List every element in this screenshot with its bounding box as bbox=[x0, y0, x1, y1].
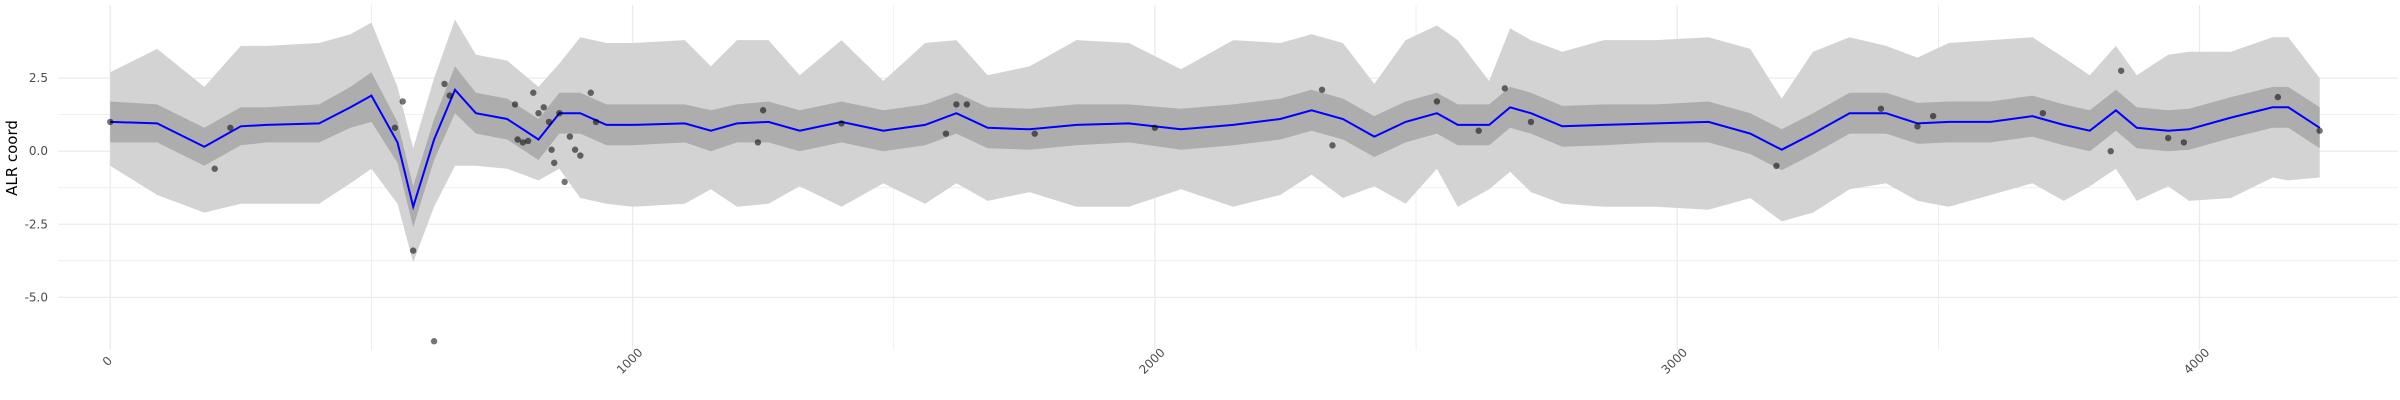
data-point bbox=[2274, 93, 2282, 101]
data-point bbox=[2107, 147, 2114, 155]
data-point bbox=[2164, 134, 2172, 142]
data-point bbox=[1877, 105, 1885, 112]
data-point bbox=[551, 159, 558, 167]
data-point bbox=[1914, 123, 1921, 130]
data-point bbox=[514, 136, 521, 143]
data-point bbox=[1031, 130, 1038, 137]
data-point bbox=[540, 104, 547, 111]
inner-credible-band bbox=[110, 66, 2320, 228]
data-point bbox=[399, 98, 406, 105]
data-point bbox=[1151, 124, 1159, 131]
data-point bbox=[963, 101, 971, 108]
data-point bbox=[1501, 85, 1509, 92]
data-point bbox=[838, 120, 845, 127]
data-point bbox=[1433, 98, 1441, 105]
data-point bbox=[441, 80, 448, 88]
data-point bbox=[535, 109, 542, 117]
data-point bbox=[577, 152, 584, 159]
data-point bbox=[524, 137, 532, 145]
data-point bbox=[545, 118, 553, 126]
x-tick-label: 3000 bbox=[1659, 345, 1690, 376]
data-point bbox=[754, 139, 762, 146]
data-point bbox=[391, 124, 399, 131]
observed-points bbox=[107, 67, 2323, 345]
data-point bbox=[561, 178, 568, 186]
data-point bbox=[571, 146, 579, 153]
data-point bbox=[1773, 162, 1780, 170]
data-point bbox=[587, 89, 594, 96]
data-point bbox=[942, 130, 950, 137]
x-tick-label: 4000 bbox=[2181, 345, 2212, 376]
data-point bbox=[2117, 67, 2125, 74]
x-tick-label: 1000 bbox=[614, 345, 645, 376]
y-tick-label: -5.0 bbox=[25, 290, 48, 304]
data-point bbox=[1527, 118, 1535, 126]
data-point bbox=[759, 107, 767, 114]
data-point bbox=[530, 89, 537, 96]
y-tick-label: 2.5 bbox=[29, 71, 48, 85]
data-point bbox=[446, 92, 453, 99]
data-point bbox=[107, 118, 114, 126]
data-point bbox=[2180, 139, 2188, 146]
data-point bbox=[211, 165, 218, 172]
x-tick-label: 2000 bbox=[1136, 345, 1167, 376]
y-tick-label: -2.5 bbox=[25, 217, 48, 231]
data-point bbox=[2316, 127, 2323, 134]
x-tick-label: 0 bbox=[100, 354, 115, 369]
mean-line bbox=[110, 87, 2321, 211]
x-tick-labels: 0 1000 2000 3000 4000 bbox=[100, 345, 2213, 376]
data-point bbox=[1475, 127, 1482, 134]
data-point bbox=[1318, 86, 1326, 93]
data-point bbox=[511, 101, 519, 108]
data-point bbox=[2039, 109, 2047, 117]
data-point bbox=[566, 133, 574, 140]
data-point bbox=[519, 139, 527, 146]
data-point bbox=[430, 338, 438, 345]
data-point bbox=[1329, 142, 1336, 149]
y-tick-labels: 2.5 0.0 -2.5 -5.0 bbox=[25, 71, 48, 304]
data-point bbox=[548, 146, 555, 153]
y-axis-title: ALR coord bbox=[3, 120, 21, 196]
data-point bbox=[953, 101, 960, 108]
data-point bbox=[556, 109, 563, 117]
data-point bbox=[1929, 112, 1937, 120]
y-tick-label: 0.0 bbox=[29, 144, 48, 158]
data-point bbox=[409, 247, 417, 254]
data-point bbox=[227, 124, 234, 131]
data-point bbox=[592, 118, 600, 126]
